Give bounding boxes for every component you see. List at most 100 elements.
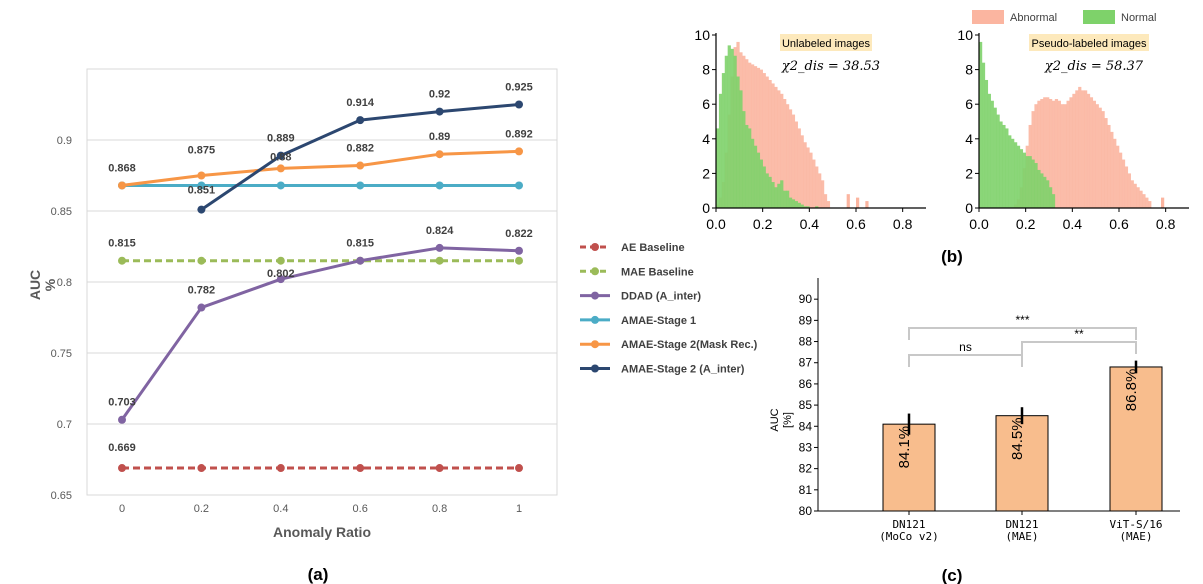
abnormal-bar — [803, 142, 807, 208]
normal-bar — [1011, 138, 1015, 208]
data-label: 0.89 — [429, 131, 450, 143]
legend-marker-stage1 — [591, 315, 599, 324]
abnormal-bar — [774, 86, 778, 208]
abnormal-bar — [780, 93, 784, 208]
abnormal-bar — [1086, 93, 1091, 208]
normal-bar — [1014, 142, 1018, 208]
data-point-ddad — [276, 275, 285, 284]
y-tick-label: 89 — [799, 313, 813, 327]
histogram-unlabeled: 0 2 4 6 8 10 0.0 0.2 0.4 0.6 0.8 Unlabeled images χ2… — [694, 27, 926, 232]
normal-bar — [742, 111, 746, 208]
y-tick-label: 0.85 — [51, 206, 72, 218]
legend-marker-ddad — [591, 291, 599, 300]
significance-bracket — [1021, 341, 1137, 354]
data-point-mae — [276, 256, 285, 265]
normal-bar — [1031, 159, 1035, 208]
normal-bar — [791, 199, 796, 208]
abnormal-bar — [786, 104, 790, 208]
y-tick-label: 10 — [694, 27, 710, 43]
series-line-ddad — [120, 246, 520, 421]
y-tick-label: 8 — [965, 62, 973, 78]
normal-bar — [751, 138, 755, 208]
normal-bar — [1034, 163, 1038, 208]
bar-value-label: 84.1% — [896, 426, 913, 469]
data-point-stage1 — [356, 181, 365, 190]
data-point-stage2_inter — [435, 107, 444, 116]
normal-bar — [979, 41, 983, 208]
abnormal-bar — [1098, 107, 1102, 208]
abnormal-bar — [1034, 104, 1038, 208]
significance-bracket — [908, 354, 1023, 367]
abnormal-bar — [1069, 97, 1073, 208]
abnormal-bar — [821, 180, 825, 208]
y-tick-label: 82 — [799, 462, 813, 476]
y-tick-labels: 0.9 0.85 0.8 0.75 0.7 0.65 — [51, 135, 72, 502]
abnormal-bar — [812, 159, 816, 208]
x-tick-label: 0.0 — [969, 216, 989, 232]
x-axis-label: Anomaly Ratio — [273, 524, 371, 540]
normal-bar — [1002, 124, 1006, 208]
data-label: 0.815 — [346, 238, 374, 250]
data-label: 0.892 — [505, 128, 533, 140]
data-label: 0.815 — [108, 238, 136, 250]
data-point-stage2_mask — [118, 181, 126, 190]
data-point-ae — [515, 464, 523, 473]
abnormal-bar — [794, 121, 798, 208]
histogram-title: Unlabeled images — [782, 38, 871, 50]
abnormal-bar — [1133, 183, 1137, 208]
normal-bar — [1016, 145, 1021, 208]
x-tick-labels: 0 0.2 0.4 0.6 0.8 1 — [119, 503, 522, 515]
abnormal-bar — [1060, 104, 1064, 208]
abnormal-bar — [1089, 97, 1094, 208]
x-tick-label: 0.2 — [753, 216, 773, 232]
data-point-stage2_mask — [276, 164, 285, 173]
data-label: 0.824 — [426, 225, 454, 237]
x-tick-label: 0.8 — [432, 503, 447, 515]
abnormal-bar — [1037, 100, 1041, 208]
normal-bar — [1005, 128, 1009, 208]
abnormal-bar — [1130, 180, 1134, 208]
abnormal-bar — [765, 76, 769, 209]
normal-bar — [987, 93, 991, 208]
data-point-ddad — [515, 246, 523, 255]
significance-label: ns — [959, 340, 972, 354]
legend-entry: Abnormal — [1010, 12, 1057, 24]
y-tick-label: 81 — [799, 483, 813, 497]
data-point-stage2_mask — [197, 171, 206, 180]
legend-marker-stage2_inter — [591, 364, 599, 373]
normal-bar — [733, 55, 737, 209]
legend-swatch-normal — [1083, 10, 1115, 24]
abnormal-bar — [1043, 97, 1047, 208]
y-tick-label: 4 — [702, 131, 710, 147]
data-label: 0.875 — [188, 145, 216, 157]
data-label: 0.88 — [270, 151, 291, 163]
y-axis-label-top: AUC — [769, 408, 781, 431]
data-label: 0.914 — [346, 97, 374, 109]
data-point-ddad — [435, 243, 444, 252]
y-tick-label: 2 — [965, 165, 973, 181]
y-tick-label: 84 — [799, 419, 813, 433]
data-label: 0.703 — [108, 397, 136, 409]
abnormal-bar — [1057, 100, 1061, 208]
abnormal-bar — [1066, 100, 1070, 208]
data-label: 0.782 — [188, 285, 216, 297]
bar-value-label: 86.8% — [1123, 369, 1140, 412]
normal-bar — [753, 145, 758, 208]
legend-entry: AMAE-Stage 1 — [621, 315, 696, 327]
x-tick-label: 0.4 — [273, 503, 288, 515]
normal-bar — [1051, 194, 1056, 208]
normal-bar — [806, 206, 810, 208]
normal-bar — [768, 176, 772, 208]
y-tick-label: 83 — [799, 440, 813, 454]
normal-bar — [765, 173, 769, 208]
normal-bar — [1022, 152, 1026, 208]
normal-bar — [786, 190, 790, 208]
legend-swatch-abnormal — [972, 10, 1004, 24]
bar — [995, 415, 1049, 512]
abnormal-bar — [1148, 201, 1152, 208]
data-point-stage2_mask — [356, 161, 365, 170]
histogram-pseudo-labeled: 0 2 4 6 8 10 0.0 0.2 0.4 0.6 0.8 Pseudo-labeled ima… — [957, 27, 1189, 232]
y-tick-label: 6 — [702, 96, 710, 112]
abnormal-bar — [1092, 100, 1096, 208]
data-label: 0.889 — [267, 133, 295, 145]
